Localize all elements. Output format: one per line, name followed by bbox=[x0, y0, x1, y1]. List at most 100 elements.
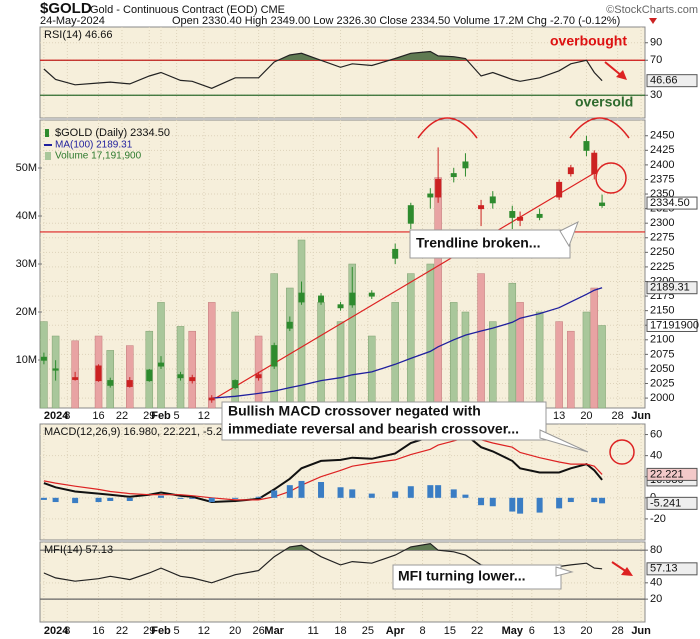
last-value-box bbox=[646, 467, 698, 481]
histogram-bar bbox=[72, 497, 79, 504]
panel-background bbox=[39, 423, 646, 541]
x-tick-label: 15 bbox=[444, 625, 456, 637]
y-tick-label: 2150 bbox=[650, 305, 674, 317]
x-tick-label: 12 bbox=[198, 625, 210, 637]
candle-body bbox=[208, 397, 215, 401]
candle-body bbox=[232, 380, 239, 389]
candle-body bbox=[450, 173, 457, 178]
note-box bbox=[221, 401, 547, 441]
last-value-label: 17191900 bbox=[650, 319, 699, 331]
candle-body bbox=[40, 356, 47, 361]
y-tick-label: 60 bbox=[650, 428, 662, 440]
x-tick-label: 29 bbox=[143, 625, 155, 637]
y-tick-label: 40 bbox=[650, 450, 662, 462]
x-tick-label: 22 bbox=[116, 625, 128, 637]
last-value-label: -5.241 bbox=[650, 497, 681, 509]
candle-body bbox=[349, 292, 356, 306]
histogram-bar bbox=[509, 497, 516, 512]
volume-bar bbox=[286, 287, 294, 409]
x-tick-label: 28 bbox=[612, 625, 624, 637]
volume-bar bbox=[582, 311, 591, 409]
volume-bar bbox=[535, 311, 544, 409]
x-tick-label: 18 bbox=[334, 625, 346, 637]
y-tick-label: 2300 bbox=[650, 217, 674, 229]
annotation: oversold bbox=[575, 94, 633, 110]
histogram-bar bbox=[462, 494, 469, 498]
candle-body bbox=[427, 193, 434, 198]
annotations: overbought oversold Trendline broken... … bbox=[221, 33, 635, 590]
annotation: MFI turning lower... bbox=[398, 568, 526, 584]
y-tick-label: 2250 bbox=[650, 246, 674, 258]
candle-body bbox=[407, 205, 414, 224]
volume-bar bbox=[207, 302, 216, 409]
candle-body bbox=[489, 196, 496, 204]
volume-bar bbox=[477, 273, 485, 409]
histogram-bar bbox=[517, 497, 524, 514]
candle-body bbox=[255, 374, 262, 379]
x-tick-label: 13 bbox=[553, 410, 565, 422]
histogram-bar bbox=[392, 491, 399, 498]
histogram-bar bbox=[368, 493, 375, 498]
x-tick-label: Jun bbox=[631, 625, 651, 637]
panel-background bbox=[39, 26, 646, 119]
histogram-bar bbox=[567, 497, 574, 503]
annotation: Trendline broken... bbox=[416, 235, 540, 251]
candle-body bbox=[478, 205, 485, 210]
candle-body bbox=[435, 178, 442, 198]
volume-tick-label: 30M bbox=[16, 258, 37, 270]
x-tick-label: 16 bbox=[92, 410, 104, 422]
x-tick-label: 16 bbox=[92, 625, 104, 637]
candle-body bbox=[158, 362, 164, 367]
volume-bar bbox=[407, 273, 415, 409]
x-tick-label: 11 bbox=[308, 625, 319, 637]
annotation: immediate reversal and bearish crossover… bbox=[228, 421, 519, 437]
note-pointer bbox=[559, 220, 579, 248]
volume-bar bbox=[590, 287, 599, 409]
candle-body bbox=[271, 345, 278, 367]
volume-bar bbox=[434, 177, 442, 409]
volume-tick-label: 40M bbox=[16, 210, 37, 222]
x-tick-label: 8 bbox=[64, 625, 70, 637]
x-tick-label: 29 bbox=[143, 410, 155, 422]
candle-body bbox=[95, 365, 102, 382]
legend-entry: Volume 17,191,900 bbox=[55, 151, 142, 162]
x-tick-label: Feb bbox=[151, 625, 171, 637]
last-value-label: 2189.31 bbox=[650, 282, 690, 294]
candle-body bbox=[368, 292, 375, 297]
x-tick-label: 8 bbox=[419, 625, 425, 637]
x-tick-label: 12 bbox=[198, 410, 210, 422]
candle-body bbox=[126, 380, 133, 387]
y-tick-label: 90 bbox=[650, 37, 662, 49]
trendline bbox=[215, 170, 599, 399]
volume-bar bbox=[157, 302, 165, 409]
histogram-bar bbox=[286, 485, 293, 498]
y-tick-label: 2000 bbox=[650, 392, 674, 404]
y-tick-label: 30 bbox=[650, 89, 662, 101]
histogram-bar bbox=[232, 497, 239, 499]
histogram-bar bbox=[478, 497, 485, 506]
histogram-bar bbox=[407, 486, 414, 498]
volume-bar bbox=[461, 311, 470, 409]
volume-bar bbox=[317, 302, 325, 409]
volume-bar bbox=[449, 302, 458, 409]
series-line bbox=[43, 50, 603, 89]
y-tick-label: 2375 bbox=[650, 173, 674, 185]
volume-bar bbox=[336, 321, 345, 409]
candle-body bbox=[509, 211, 516, 218]
change-arrow bbox=[649, 18, 657, 24]
volume-bar bbox=[270, 273, 278, 409]
histogram-bar bbox=[40, 497, 47, 500]
annotation: Bullish MACD crossover negated with bbox=[228, 403, 481, 419]
series-line bbox=[43, 437, 603, 501]
last-value-box bbox=[646, 281, 698, 295]
x-tick-label: 6 bbox=[529, 625, 535, 637]
histogram-bar bbox=[177, 497, 184, 499]
arrow-head bbox=[621, 567, 633, 576]
histogram-bar bbox=[337, 487, 344, 498]
candle-body bbox=[392, 248, 399, 259]
highlight-circle bbox=[595, 162, 627, 194]
histogram-bar bbox=[107, 497, 114, 501]
panel-title: MFI(14) 57.13 bbox=[44, 544, 113, 556]
